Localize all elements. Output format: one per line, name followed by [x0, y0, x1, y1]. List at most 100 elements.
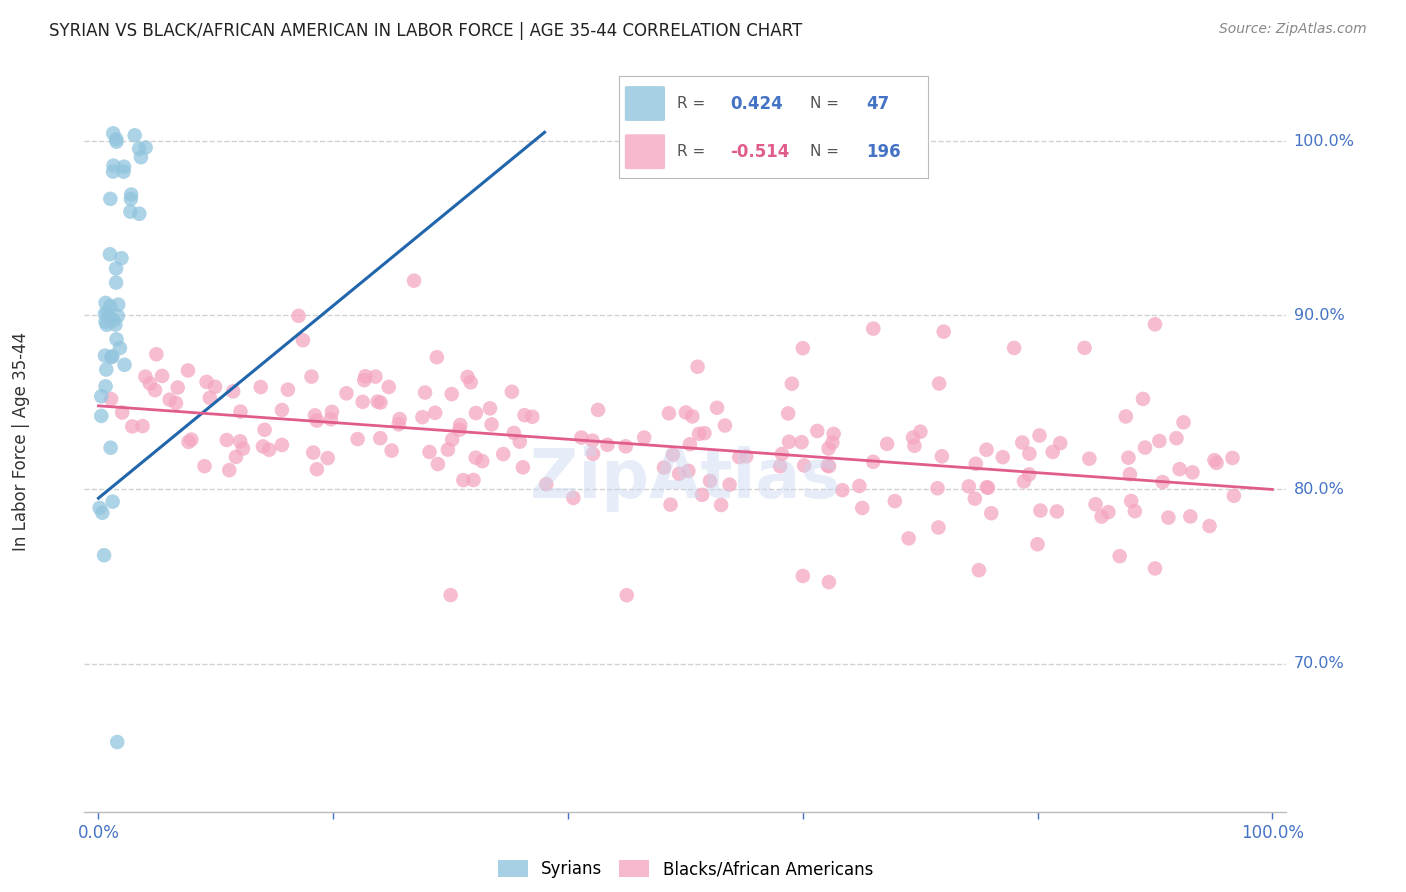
Legend: Syrians, Blacks/African Americans: Syrians, Blacks/African Americans: [491, 854, 880, 885]
Point: [910, 425, 932, 439]
Point: [225, 450, 247, 464]
Point: [388, 417, 411, 432]
Point: [562, 491, 585, 505]
Point: [120, 187, 142, 202]
Text: 80.0%: 80.0%: [1294, 482, 1344, 497]
Point: [378, 380, 401, 394]
Point: [177, 434, 200, 449]
Point: [1143, 561, 1166, 575]
Point: [1180, 509, 1202, 524]
Point: [232, 442, 254, 456]
Text: N =: N =: [810, 96, 839, 111]
Point: [335, 386, 357, 401]
Point: [370, 395, 392, 409]
Point: [614, 439, 637, 453]
Point: [204, 380, 226, 394]
Point: [346, 432, 368, 446]
Point: [131, 419, 153, 434]
Point: [100, 350, 122, 364]
Point: [437, 442, 460, 457]
Point: [316, 451, 339, 466]
Point: [976, 442, 998, 457]
Point: [1152, 475, 1174, 489]
Point: [927, 481, 949, 495]
Point: [195, 375, 218, 389]
Point: [457, 370, 479, 384]
Point: [1042, 445, 1064, 459]
Text: 70.0%: 70.0%: [1294, 657, 1344, 671]
Point: [1119, 467, 1142, 482]
Point: [818, 575, 841, 590]
Point: [792, 569, 814, 583]
Point: [780, 376, 803, 391]
Point: [464, 450, 486, 465]
Point: [101, 349, 124, 363]
Point: [876, 437, 898, 451]
Point: [98, 310, 121, 325]
Point: [222, 384, 245, 399]
Point: [1002, 341, 1025, 355]
Point: [1097, 505, 1119, 519]
Text: 47: 47: [866, 95, 890, 112]
Point: [364, 369, 387, 384]
Point: [633, 431, 655, 445]
Point: [381, 443, 404, 458]
Point: [105, 276, 128, 290]
Point: [368, 431, 391, 445]
Point: [287, 309, 309, 323]
Point: [101, 494, 124, 508]
Point: [111, 405, 134, 419]
Point: [440, 387, 463, 401]
Point: [817, 442, 839, 456]
Point: [699, 474, 721, 488]
Point: [134, 369, 156, 384]
Point: [413, 385, 436, 400]
Point: [851, 500, 873, 515]
Point: [98, 310, 121, 325]
Point: [112, 164, 135, 178]
Point: [103, 159, 125, 173]
Point: [218, 463, 240, 477]
Text: -0.514: -0.514: [730, 143, 789, 161]
Point: [823, 426, 845, 441]
Point: [1026, 537, 1049, 551]
Point: [388, 412, 411, 426]
Point: [848, 479, 870, 493]
Point: [120, 192, 142, 206]
Point: [107, 309, 129, 323]
Point: [675, 405, 697, 419]
Point: [91, 506, 114, 520]
Point: [1132, 392, 1154, 406]
Point: [305, 414, 328, 428]
Point: [1046, 504, 1069, 518]
Point: [426, 457, 449, 471]
Point: [105, 135, 128, 149]
Text: 100.0%: 100.0%: [1294, 134, 1354, 149]
Point: [105, 261, 128, 276]
Point: [301, 369, 323, 384]
Point: [96, 362, 118, 376]
Point: [980, 506, 1002, 520]
Point: [1181, 466, 1204, 480]
Point: [1157, 510, 1180, 524]
Point: [1149, 434, 1171, 448]
Point: [596, 438, 619, 452]
Point: [89, 500, 111, 515]
Point: [94, 315, 117, 329]
Point: [291, 333, 314, 347]
Point: [449, 423, 471, 437]
Point: [1222, 450, 1244, 465]
Point: [778, 407, 800, 421]
Point: [478, 401, 501, 416]
Point: [502, 425, 524, 440]
Point: [177, 363, 200, 377]
Point: [1073, 341, 1095, 355]
Point: [1143, 318, 1166, 332]
Point: [681, 409, 703, 424]
Point: [411, 410, 433, 425]
Text: Source: ZipAtlas.com: Source: ZipAtlas.com: [1219, 22, 1367, 37]
Point: [440, 588, 463, 602]
Point: [100, 441, 122, 455]
Point: [793, 458, 815, 473]
Point: [1091, 509, 1114, 524]
